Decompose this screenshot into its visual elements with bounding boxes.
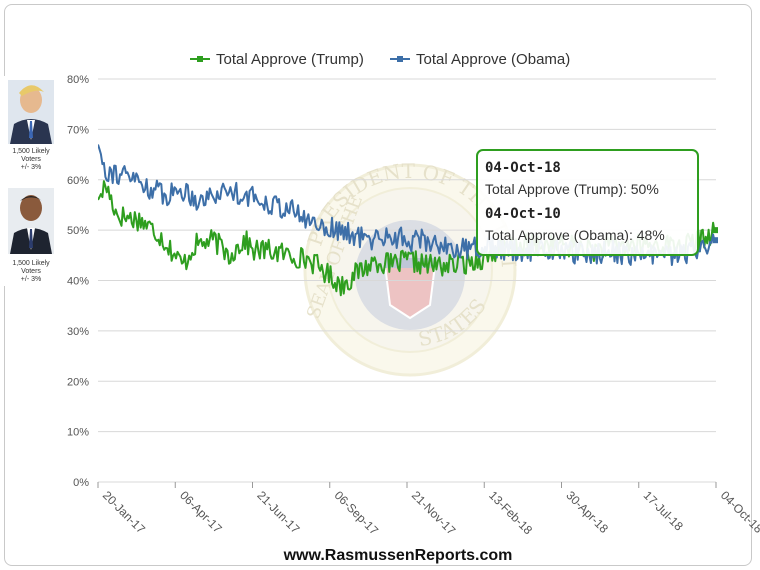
y-tick-label: 50% <box>67 225 89 237</box>
legend-label-trump: Total Approve (Trump) <box>216 51 364 68</box>
y-axis-ticks: 0% 10% 20% 30% 40% 50% 60% 70% 80% <box>67 74 89 489</box>
tooltip-date-1: 04-Oct-18 <box>485 160 561 176</box>
y-tick-label: 10% <box>67 427 89 439</box>
x-tick-label: 06-Sep-17 <box>332 488 382 538</box>
y-tick-label: 0% <box>73 477 89 489</box>
obama-photo <box>8 188 54 254</box>
y-tick-label: 60% <box>67 175 89 187</box>
x-tick-label: 21-Jun-17 <box>254 488 302 536</box>
obama-caption-1: 1,500 Likely <box>12 260 50 267</box>
obama-caption-3: +/- 3% <box>21 276 41 283</box>
trump-caption-3: +/- 3% <box>21 164 41 171</box>
x-tick-label: 13-Feb-18 <box>486 488 535 537</box>
legend-item-obama[interactable]: Total Approve (Obama) <box>390 51 570 68</box>
tooltip-line-2: Total Approve (Obama): 48% <box>485 227 665 243</box>
obama-caption-2: Voters <box>21 268 41 275</box>
x-tick-label: 04-Oct-18 <box>718 488 760 536</box>
tooltip: 04-Oct-18 Total Approve (Trump): 50% 04-… <box>476 149 699 256</box>
y-tick-label: 70% <box>67 124 89 136</box>
x-tick-label: 06-Apr-17 <box>177 488 225 536</box>
x-tick-label: 21-Nov-17 <box>409 488 459 538</box>
x-tick-label: 17-Jul-18 <box>641 488 687 534</box>
legend-label-obama: Total Approve (Obama) <box>416 51 570 68</box>
x-axis-ticks: 20-Jan-17 06-Apr-17 21-Jun-17 06-Sep-17 21-N… <box>97 482 760 538</box>
trump-caption-1: 1,500 Likely <box>12 148 50 155</box>
x-tick-label: 20-Jan-17 <box>100 488 148 536</box>
legend-item-trump[interactable]: Total Approve (Trump) <box>190 51 364 68</box>
tooltip-line-1: Total Approve (Trump): 50% <box>485 181 659 197</box>
photo-panel: 1,500 Likely Voters +/- 3% 1,500 Likely … <box>4 76 56 286</box>
trump-caption-2: Voters <box>21 156 41 163</box>
series-end-marker-obama[interactable] <box>713 237 719 244</box>
y-tick-label: 20% <box>67 376 89 388</box>
y-tick-label: 80% <box>67 74 89 86</box>
x-tick-label: 30-Apr-18 <box>563 488 611 536</box>
legend[interactable]: Total Approve (Trump) Total Approve (Oba… <box>190 51 570 68</box>
chart-frame <box>4 4 752 566</box>
trump-photo <box>8 80 54 144</box>
y-tick-label: 40% <box>67 276 89 288</box>
tooltip-date-2: 04-Oct-10 <box>485 206 561 222</box>
y-tick-label: 30% <box>67 326 89 338</box>
series-end-marker-trump[interactable] <box>713 227 719 234</box>
gridlines <box>98 78 716 483</box>
source-credit: www.RasmussenReports.com <box>283 547 513 564</box>
